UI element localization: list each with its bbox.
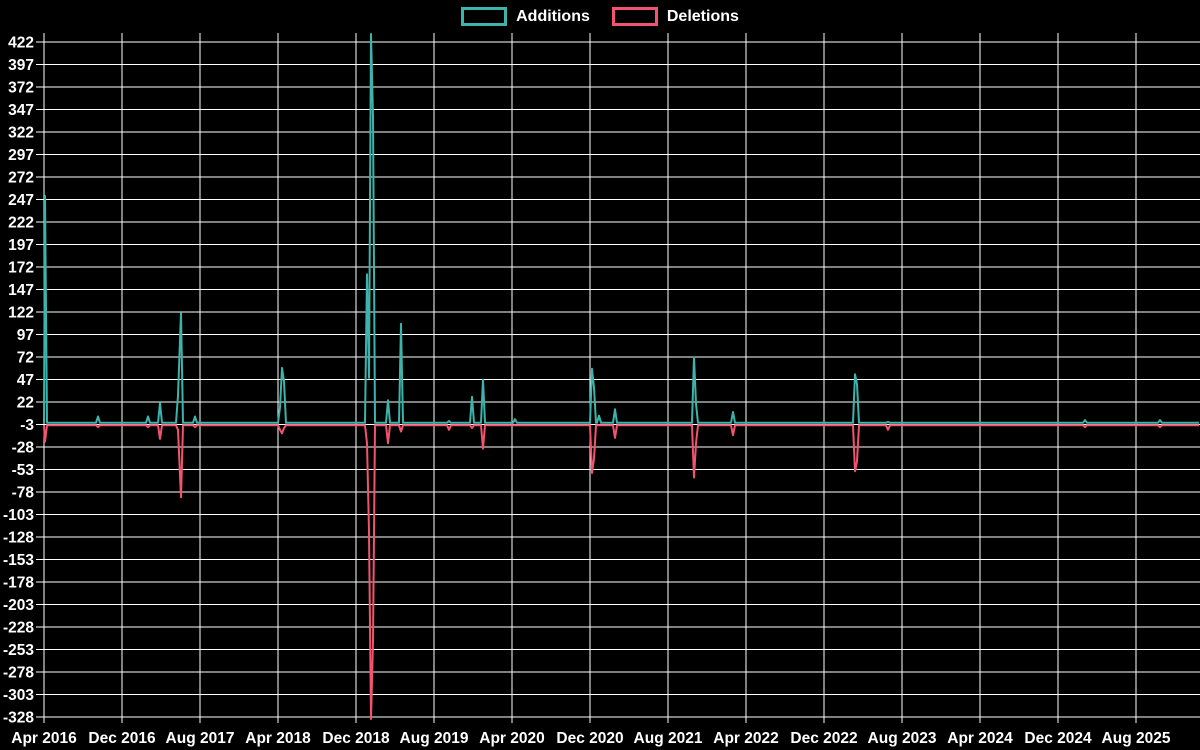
x-axis-label: Apr 2018 <box>245 730 311 747</box>
legend-item-deletions[interactable]: Deletions <box>611 7 739 26</box>
y-tick-label: -3 <box>20 417 34 434</box>
x-axis-label: Dec 2016 <box>88 730 156 747</box>
x-axis-label: Aug 2017 <box>166 730 235 747</box>
y-tick-label: -328 <box>3 710 34 727</box>
y-tick-label: 172 <box>8 260 34 277</box>
y-tick-label: -178 <box>3 575 34 592</box>
deletions-swatch-icon <box>611 7 658 26</box>
y-tick-label: 397 <box>8 57 34 74</box>
additions-swatch-icon <box>461 7 508 26</box>
y-tick-label: -78 <box>12 485 35 502</box>
y-tick-label: 72 <box>17 350 34 367</box>
x-axis-label: Dec 2020 <box>556 730 623 747</box>
y-tick-label: 147 <box>8 282 34 299</box>
y-tick-label: -28 <box>12 440 35 457</box>
x-axis-label: Dec 2024 <box>1024 730 1092 747</box>
y-tick-label: 122 <box>8 305 34 322</box>
y-tick-label: 322 <box>8 125 34 142</box>
legend-item-additions[interactable]: Additions <box>461 7 590 26</box>
x-axis-label: Aug 2019 <box>400 730 469 747</box>
legend-label-additions: Additions <box>516 7 590 25</box>
y-tick-label: -303 <box>3 687 34 704</box>
additions-line <box>43 33 1199 424</box>
y-tick-label: 422 <box>8 35 34 52</box>
y-tick-label: -103 <box>3 507 34 524</box>
y-tick-label: 297 <box>8 147 34 164</box>
y-tick-label: -203 <box>3 597 34 614</box>
y-tick-label: 197 <box>8 237 34 254</box>
y-tick-label: -278 <box>3 665 34 682</box>
y-tick-label: -228 <box>3 620 34 637</box>
y-tick-label: 372 <box>8 80 34 97</box>
y-tick-label: 97 <box>17 327 34 344</box>
legend-label-deletions: Deletions <box>666 7 739 25</box>
y-tick-label: 47 <box>17 372 34 389</box>
y-tick-label: 247 <box>8 192 34 209</box>
y-tick-label: -153 <box>3 552 34 569</box>
y-tick-label: 347 <box>8 102 34 119</box>
x-axis-label: Apr 2016 <box>11 730 77 747</box>
x-axis-label: Aug 2025 <box>1102 730 1171 747</box>
y-tick-label: -253 <box>3 642 34 659</box>
chart-legend: Additions Deletions <box>0 7 1200 26</box>
x-axis-label: Aug 2021 <box>634 730 703 747</box>
x-axis-label: Apr 2020 <box>479 730 544 747</box>
x-axis-label: Aug 2023 <box>868 730 937 747</box>
x-axis-label: Dec 2022 <box>790 730 857 747</box>
y-tick-label: 22 <box>17 395 34 412</box>
deletions-line <box>43 424 1199 720</box>
y-tick-label: 222 <box>8 215 34 232</box>
y-tick-label: 272 <box>8 170 34 187</box>
x-axis-label: Apr 2022 <box>713 730 778 747</box>
x-axis-label: Dec 2018 <box>322 730 390 747</box>
x-axis-label: Apr 2024 <box>947 730 1013 747</box>
y-tick-label: -128 <box>3 530 34 547</box>
y-tick-label: -53 <box>12 462 35 479</box>
